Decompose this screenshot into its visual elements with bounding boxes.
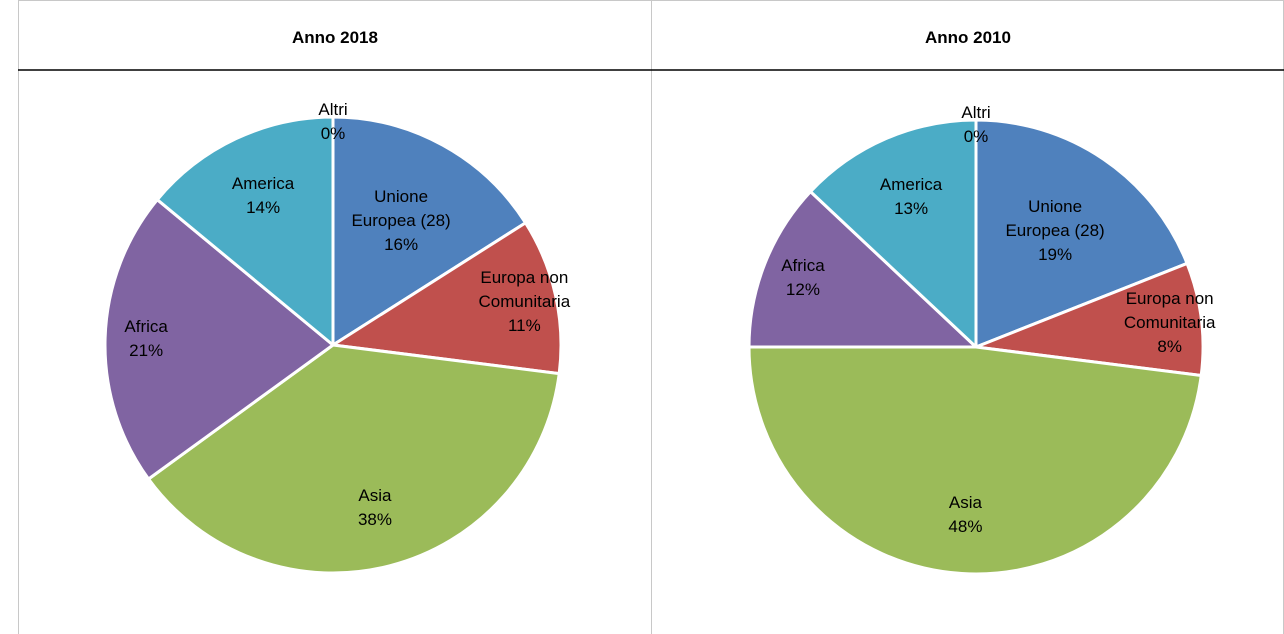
pie-slice bbox=[331, 221, 563, 376]
category-label: Altri bbox=[318, 99, 348, 119]
value-label: 8% bbox=[1157, 336, 1182, 356]
pie-slice bbox=[747, 345, 1203, 576]
pie-slice bbox=[103, 198, 335, 481]
value-label: 38% bbox=[357, 510, 392, 530]
value-label: 14% bbox=[246, 198, 281, 218]
category-label: Unione Europea (28) bbox=[351, 187, 451, 231]
pie-slice bbox=[331, 115, 528, 347]
pie-slice bbox=[974, 118, 1189, 349]
value-label: 0% bbox=[320, 123, 346, 143]
pie-slice bbox=[155, 115, 335, 347]
category-label: Africa bbox=[124, 317, 168, 337]
data-label: Altri 0% bbox=[916, 101, 1036, 149]
category-label: Europa non Comunitaria bbox=[478, 268, 571, 312]
category-label: Europa non Comunitaria bbox=[1123, 288, 1216, 332]
data-label: Africa 21% bbox=[86, 315, 206, 363]
data-label: Europa non Comunitaria 8% bbox=[1110, 287, 1230, 359]
category-label: America bbox=[879, 175, 943, 194]
category-label: Unione Europea (28) bbox=[1005, 196, 1105, 240]
value-label: 0% bbox=[963, 126, 989, 146]
chart-title: Anno 2010 bbox=[925, 28, 1011, 47]
data-label: America 13% bbox=[851, 173, 971, 221]
data-label: Europa non Comunitaria 11% bbox=[464, 266, 584, 338]
pie-slice bbox=[974, 261, 1205, 377]
value-label: 11% bbox=[507, 316, 541, 336]
data-label: Unione Europea (28) 19% bbox=[995, 195, 1115, 267]
data-label: Unione Europea (28) 16% bbox=[341, 185, 461, 257]
data-label: Africa 12% bbox=[743, 254, 863, 302]
data-label: Asia 48% bbox=[905, 491, 1025, 539]
chart-title: Anno 2018 bbox=[292, 28, 378, 47]
value-label: 16% bbox=[384, 235, 419, 255]
value-label: 19% bbox=[1038, 244, 1073, 264]
data-label: Altri 0% bbox=[273, 98, 393, 146]
category-label: Africa bbox=[781, 256, 825, 276]
value-label: 13% bbox=[894, 199, 929, 218]
pie-slice bbox=[147, 343, 561, 575]
pie-slice bbox=[809, 118, 978, 349]
category-label: Altri bbox=[961, 102, 991, 122]
category-label: America bbox=[231, 174, 295, 194]
category-label: Asia bbox=[358, 486, 392, 506]
category-label: Asia bbox=[948, 492, 982, 512]
value-label: 12% bbox=[785, 280, 820, 300]
pie-slice bbox=[747, 190, 978, 349]
data-label: Asia 38% bbox=[315, 484, 435, 532]
data-label: America 14% bbox=[203, 172, 323, 220]
value-label: 21% bbox=[129, 341, 164, 361]
value-label: 48% bbox=[948, 516, 983, 536]
